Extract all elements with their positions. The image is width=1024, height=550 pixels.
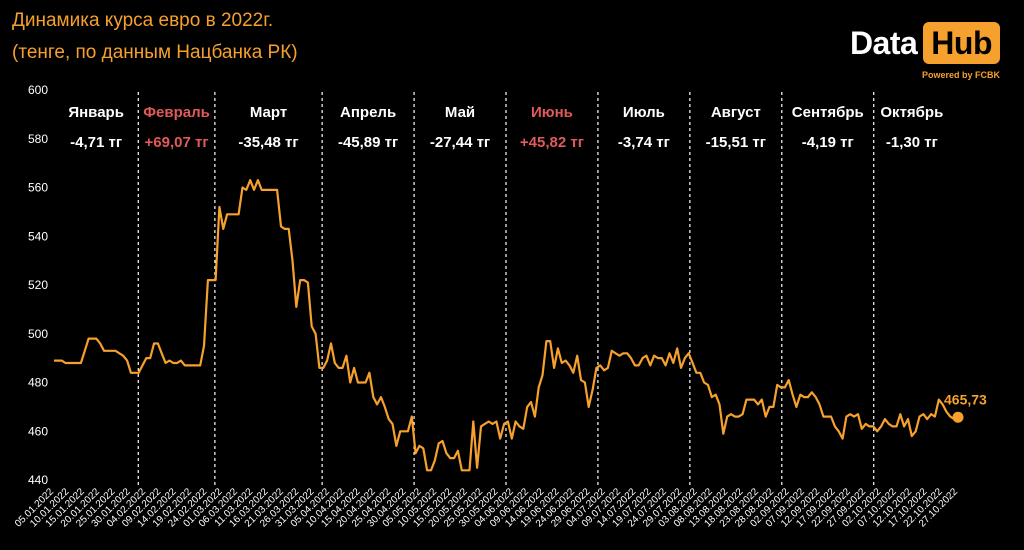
series-layer: 465,73 [54, 179, 987, 472]
month-change-label: -4,19 тг [802, 134, 854, 151]
y-axis-ticks: 440 460 480 500 520 540 560 580 600 [28, 83, 48, 487]
month-separators [137, 92, 875, 488]
month-name-label: Май [445, 104, 475, 121]
y-tick-label: 440 [28, 473, 48, 487]
y-tick-label: 480 [28, 376, 48, 390]
last-value-label: 465,73 [944, 391, 987, 407]
y-tick-label: 460 [28, 424, 48, 438]
logo-hub-text: Hub [923, 22, 1000, 64]
month-change-label: -15,51 тг [706, 134, 766, 151]
month-name-label: Январь [68, 104, 124, 121]
month-name-label: Август [711, 104, 761, 121]
y-tick-label: 540 [28, 229, 48, 243]
y-tick-label: 560 [28, 181, 48, 195]
month-name-label: Октябрь [880, 104, 943, 121]
month-labels: Январь -4,71 тг Февраль +69,07 тг Март -35,48… [68, 104, 943, 151]
x-axis-tick-labels: 05.01.202210.01.202215.01.202220.01.2022… [13, 486, 960, 529]
month-change-label: -4,71 тг [70, 134, 122, 151]
month-name-label: Июль [623, 104, 665, 121]
month-change-label: -1,30 тг [886, 134, 938, 151]
month-change-label: +69,07 тг [145, 134, 209, 151]
chart-title: Динамика курса евро в 2022г. [12, 10, 274, 31]
month-name-label: Февраль [143, 104, 210, 121]
logo-data-text: Data [849, 24, 918, 61]
last-value-point [952, 411, 964, 423]
chart-subtitle: (тенге, по данным Нацбанка РК) [12, 42, 298, 63]
logo-powered-text: Powered by FCBK [921, 70, 1000, 80]
y-tick-label: 500 [28, 327, 48, 341]
month-name-label: Июнь [531, 104, 573, 121]
month-name-label: Март [250, 104, 287, 121]
month-change-label: +45,82 тг [520, 134, 584, 151]
month-name-label: Сентябрь [792, 104, 864, 121]
month-change-label: -3,74 тг [618, 134, 670, 151]
month-change-label: -35,48 тг [238, 134, 298, 151]
y-tick-label: 580 [28, 132, 48, 146]
datahub-logo: Data Hub Powered by FCBK [850, 22, 1000, 80]
y-tick-label: 600 [28, 83, 48, 97]
month-name-label: Апрель [340, 104, 396, 121]
month-change-label: -27,44 тг [430, 134, 490, 151]
y-tick-label: 520 [28, 278, 48, 292]
month-change-label: -45,89 тг [338, 134, 398, 151]
euro-rate-series-line [54, 179, 959, 472]
